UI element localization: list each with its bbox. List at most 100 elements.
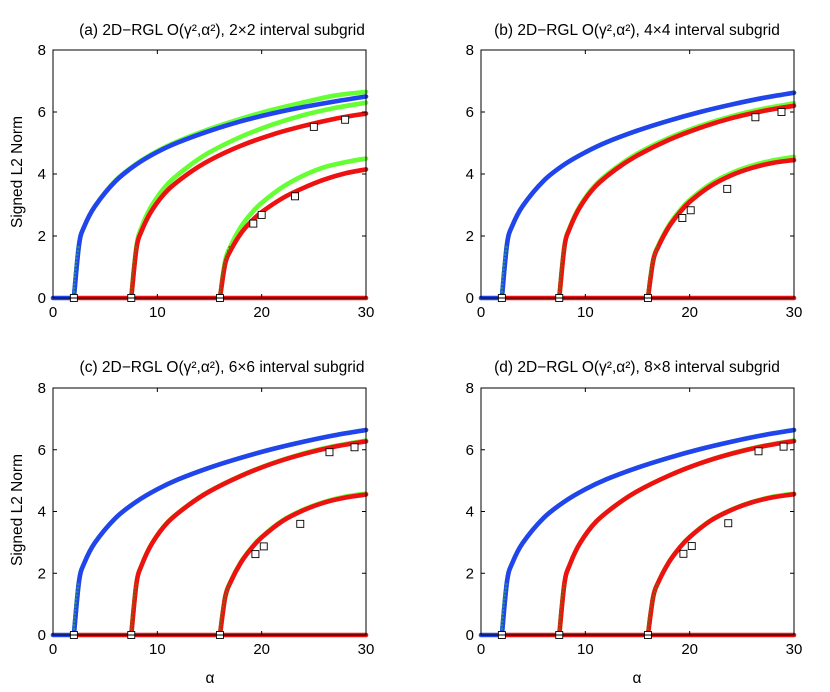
- onset-dot: [130, 286, 133, 290]
- x-tick-label: 20: [681, 304, 698, 321]
- onset-dot: [648, 271, 652, 275]
- data-marker: [678, 214, 687, 222]
- y-tick-label: 6: [38, 104, 46, 121]
- data-marker: [350, 443, 359, 452]
- panel-title: (b) 2D−RGL O(γ²,α²), 4×4 interval subgri…: [494, 22, 780, 39]
- onset-dot: [227, 249, 230, 253]
- onset-dot: [130, 623, 133, 627]
- onset-dot: [218, 627, 222, 631]
- onset-dot: [72, 620, 76, 623]
- y-axis-label: Signed L2 Norm: [9, 116, 26, 228]
- onset-dot: [501, 609, 505, 612]
- onset-dot: [501, 271, 505, 275]
- onset-dot: [130, 627, 133, 631]
- onset-dot: [558, 279, 562, 282]
- onset-dot: [74, 264, 78, 268]
- y-tick-label: 0: [466, 290, 474, 307]
- x-tick-label: 20: [253, 641, 270, 658]
- onset-dot: [73, 279, 76, 282]
- onset-dot: [76, 586, 80, 590]
- onset-dot: [558, 612, 562, 616]
- onset-dot: [647, 616, 651, 620]
- y-tick-label: 0: [466, 627, 474, 644]
- onset-dot: [132, 594, 136, 597]
- data-marker: [325, 448, 334, 457]
- series-line-branch2-green: [556, 101, 797, 301]
- data-marker: [777, 108, 786, 116]
- axes-frame: [480, 387, 795, 636]
- onset-dot: [219, 279, 223, 282]
- onset-dot: [220, 612, 223, 616]
- series-line-branch1-green: [499, 427, 797, 638]
- onset-dot: [132, 257, 136, 260]
- y-tick-label: 6: [38, 442, 46, 459]
- onset-dot: [560, 594, 564, 597]
- onset-dot: [223, 260, 227, 264]
- onset-dot: [653, 253, 657, 256]
- y-tick-label: 4: [466, 504, 474, 521]
- onset-dot: [646, 627, 650, 631]
- onset-dot: [223, 597, 226, 601]
- onset-dot: [75, 590, 79, 594]
- onset-dot: [653, 590, 656, 594]
- series-line-branch1-green: [499, 90, 797, 301]
- x-tick-label: 30: [358, 641, 375, 658]
- onset-dot: [72, 286, 76, 290]
- onset-dot: [500, 627, 504, 631]
- onset-dot: [130, 616, 134, 620]
- data-marker: [257, 210, 266, 219]
- x-tick-label: 20: [253, 304, 270, 321]
- x-tick-label: 0: [49, 304, 57, 321]
- onset-dot: [500, 286, 504, 290]
- onset-dot: [502, 264, 506, 268]
- data-marker: [754, 447, 763, 456]
- onset-dot: [646, 286, 650, 290]
- onset-dot: [559, 264, 563, 268]
- series-line-branch3-red: [217, 167, 369, 301]
- onset-dot: [220, 609, 224, 612]
- onset-dot: [654, 586, 658, 590]
- onset-dot: [503, 257, 506, 260]
- onset-dot: [72, 623, 76, 627]
- onset-dot: [560, 597, 564, 601]
- series-line-branch1-blue: [71, 427, 369, 638]
- onset-dot: [500, 283, 504, 286]
- data-marker: [679, 549, 688, 558]
- x-tick-label: 10: [577, 304, 594, 321]
- onset-dot: [224, 257, 228, 260]
- y-tick-label: 8: [38, 42, 46, 59]
- onset-dot: [655, 583, 659, 586]
- onset-dot: [652, 594, 655, 597]
- onset-dot: [501, 279, 504, 282]
- onset-dot: [558, 283, 561, 286]
- data-marker: [296, 519, 305, 528]
- onset-dot: [130, 283, 133, 286]
- onset-dot: [646, 290, 650, 294]
- onset-dot: [73, 271, 77, 275]
- onset-dot: [504, 249, 508, 253]
- onset-dot: [648, 612, 651, 616]
- series-line-branch2-red: [128, 111, 369, 301]
- onset-dot: [73, 616, 76, 620]
- panel-a: (a) 2D−RGL O(γ²,α²), 2×2 interval subgri…: [9, 22, 374, 321]
- onset-dot: [647, 283, 650, 286]
- onset-dot: [132, 597, 136, 601]
- onset-dot: [131, 609, 134, 612]
- onset-dot: [651, 597, 654, 601]
- onset-dot: [559, 271, 562, 275]
- onset-dot: [502, 605, 505, 608]
- onset-dot: [130, 279, 134, 282]
- data-marker: [779, 442, 788, 451]
- y-tick-label: 0: [38, 627, 46, 644]
- y-tick-label: 0: [38, 290, 46, 307]
- y-tick-label: 8: [466, 380, 474, 397]
- data-marker: [259, 542, 268, 551]
- plot-area: [50, 427, 369, 638]
- onset-dot: [218, 290, 222, 294]
- onset-dot: [647, 279, 651, 282]
- y-tick-label: 4: [38, 504, 46, 521]
- onset-dot: [226, 586, 230, 590]
- x-tick-label: 0: [477, 641, 485, 658]
- onset-dot: [77, 245, 80, 249]
- onset-dot: [649, 605, 653, 608]
